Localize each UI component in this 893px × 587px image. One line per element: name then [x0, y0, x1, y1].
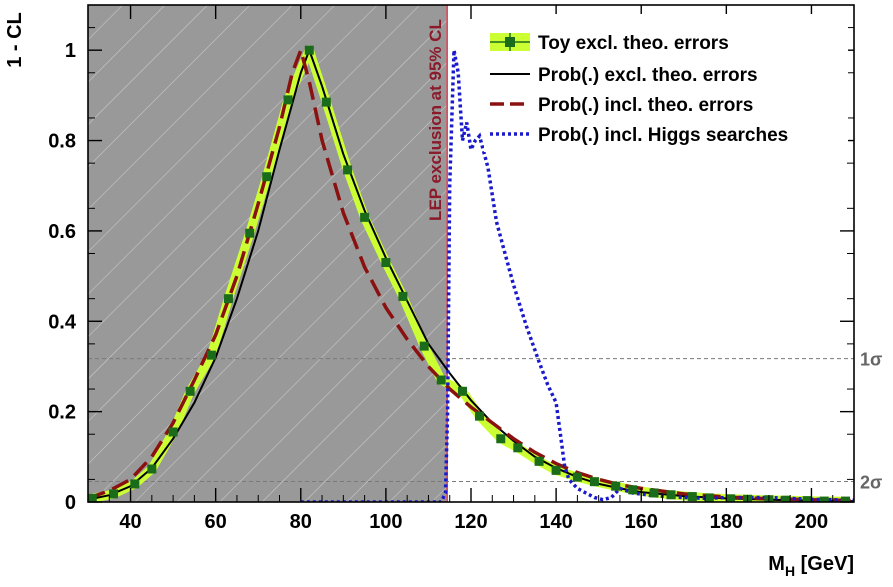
- toy-point: [589, 477, 599, 487]
- y-tick-label: 1: [65, 40, 76, 62]
- toy-point: [781, 495, 791, 502]
- toy-point: [513, 443, 523, 453]
- toy-point: [88, 493, 97, 502]
- sigma-label-1: 1σ: [860, 350, 882, 370]
- x-tick-label: 140: [539, 511, 572, 533]
- toy-point: [611, 481, 621, 491]
- x-tick-label: 180: [710, 511, 743, 533]
- axes: 40 60 80 100 120 140 160 180 200 0 0.2 0.4 0.6 0.8 1: [48, 5, 855, 533]
- toy-point: [628, 485, 638, 495]
- toy-point: [109, 489, 119, 499]
- toy-point: [206, 350, 216, 360]
- toy-point: [436, 375, 446, 385]
- toy-point: [666, 490, 676, 500]
- x-axis-label-unit: [GeV]: [795, 553, 854, 575]
- y-tick-label: 0.6: [48, 221, 76, 243]
- x-axis-label-main: M: [768, 553, 785, 575]
- toy-point: [262, 172, 272, 182]
- y-tick-label: 0: [65, 492, 76, 514]
- x-tick-label: 100: [369, 511, 402, 533]
- legend-entry-label: Toy excl. theo. errors: [538, 33, 729, 54]
- toy-point: [572, 472, 582, 482]
- toy-point: [147, 464, 157, 474]
- x-tick-label: 200: [795, 511, 828, 533]
- toy-point: [496, 434, 506, 444]
- toy-point: [223, 294, 233, 304]
- sigma-label-2: 2σ: [860, 472, 882, 492]
- toy-point: [321, 97, 331, 107]
- toy-point: [343, 165, 353, 175]
- lep-exclusion-label: LEP exclusion at 95% CL: [426, 19, 445, 221]
- toy-point: [304, 45, 314, 55]
- toy-point: [398, 291, 408, 301]
- legend-entry-label: Prob(.) incl. Higgs searches: [538, 125, 788, 146]
- toy-point: [534, 456, 544, 466]
- toy-point: [381, 258, 391, 268]
- x-axis-label: MH [GeV]: [768, 553, 854, 579]
- y-tick-label: 0.8: [48, 131, 76, 153]
- toy-point: [649, 488, 659, 498]
- legend-swatch-marker: [505, 37, 515, 47]
- x-tick-label: 60: [205, 511, 227, 533]
- toy-point: [802, 496, 812, 502]
- toy-point: [283, 95, 293, 105]
- excluded-region-hatch: [88, 5, 448, 502]
- toy-point: [726, 494, 736, 502]
- y-tick-label: 0.2: [48, 402, 76, 424]
- toy-point: [360, 212, 370, 222]
- toy-point: [840, 496, 850, 502]
- toy-point: [551, 465, 561, 475]
- y-axis-label: 1 - CL: [4, 12, 26, 68]
- series-layer: [88, 44, 854, 502]
- legend: Toy excl. theo. errors Prob(.) excl. theo…: [484, 14, 848, 152]
- toy-point: [819, 496, 829, 502]
- toy-point: [130, 479, 140, 489]
- y-tick-label: 0.4: [48, 311, 77, 333]
- x-tick-label: 120: [454, 511, 487, 533]
- toy-point: [475, 411, 485, 421]
- legend-box: [484, 14, 848, 152]
- x-tick-label: 80: [290, 511, 312, 533]
- x-tick-label: 160: [625, 511, 658, 533]
- x-axis-label-sub: H: [785, 563, 795, 579]
- x-tick-label: 40: [119, 511, 141, 533]
- legend-entry-label: Prob(.) incl. theo. errors: [538, 95, 753, 116]
- toy-point: [419, 341, 429, 351]
- excluded-region: [88, 5, 448, 502]
- toy-point: [168, 427, 178, 437]
- toy-point: [457, 386, 467, 396]
- toy-point: [245, 228, 255, 238]
- toy-point: [687, 492, 697, 502]
- legend-entry-label: Prob(.) excl. theo. errors: [538, 65, 758, 86]
- toy-point: [704, 493, 714, 502]
- toy-point: [185, 386, 195, 396]
